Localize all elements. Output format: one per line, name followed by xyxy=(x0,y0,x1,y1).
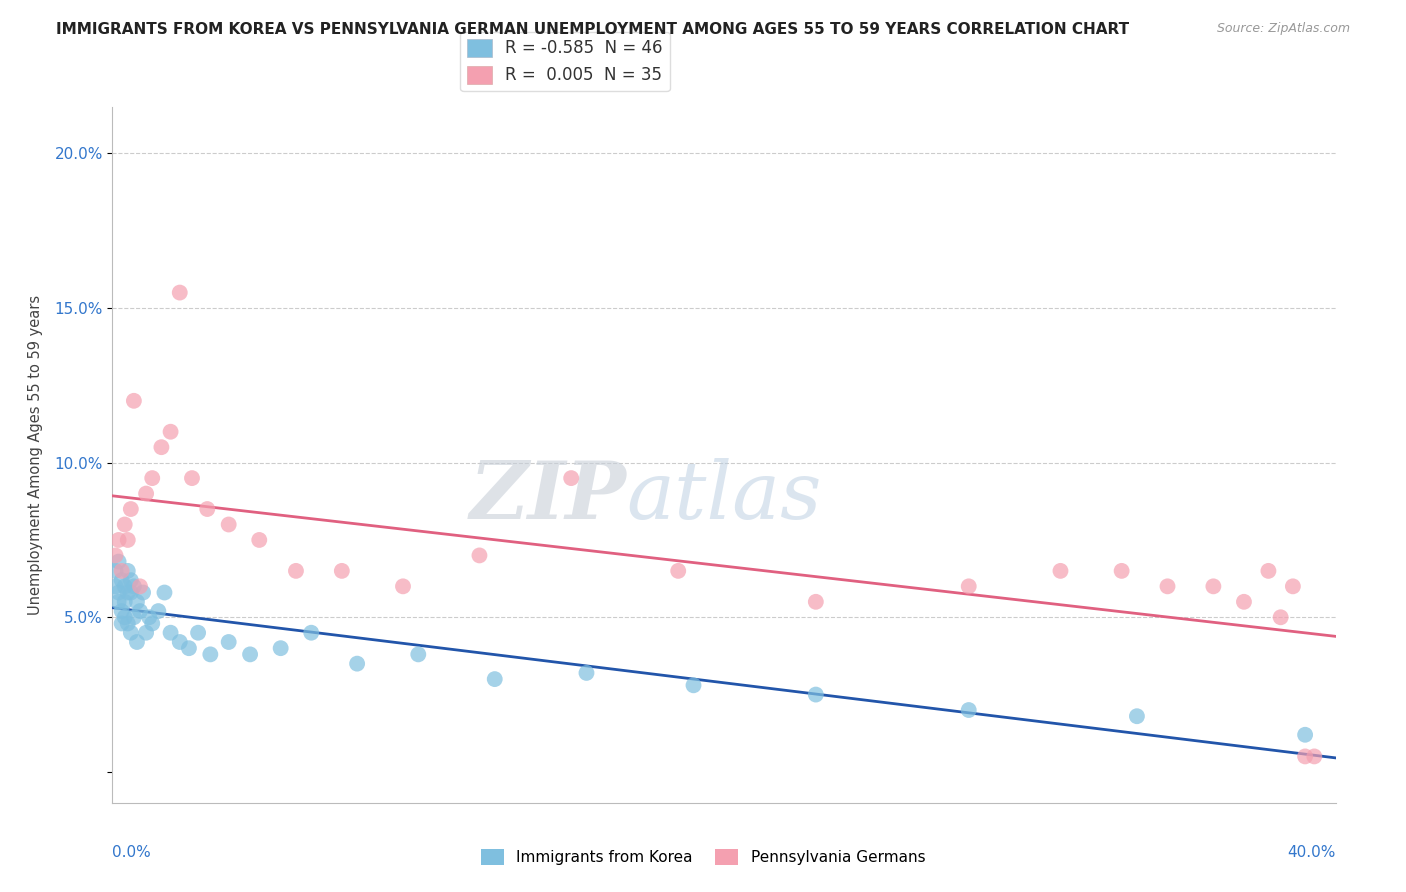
Point xyxy=(804,595,827,609)
Point xyxy=(122,393,145,408)
Point xyxy=(107,595,129,609)
Point xyxy=(111,564,134,578)
Point xyxy=(120,573,142,587)
Point xyxy=(129,604,152,618)
Text: IMMIGRANTS FROM KOREA VS PENNSYLVANIA GERMAN UNEMPLOYMENT AMONG AGES 55 TO 59 YE: IMMIGRANTS FROM KOREA VS PENNSYLVANIA GE… xyxy=(56,22,1129,37)
Point xyxy=(957,703,980,717)
Point xyxy=(135,486,157,500)
Text: atlas: atlas xyxy=(626,458,821,535)
Point xyxy=(153,585,176,599)
Point xyxy=(181,471,204,485)
Point xyxy=(804,688,827,702)
Point xyxy=(111,604,134,618)
Point xyxy=(218,635,240,649)
Point xyxy=(132,585,155,599)
Text: Source: ZipAtlas.com: Source: ZipAtlas.com xyxy=(1216,22,1350,36)
Point xyxy=(575,665,598,680)
Point xyxy=(1270,610,1292,624)
Point xyxy=(104,564,127,578)
Point xyxy=(1202,579,1225,593)
Text: 0.0%: 0.0% xyxy=(112,845,152,860)
Point xyxy=(169,635,191,649)
Point xyxy=(104,549,127,563)
Point xyxy=(177,641,200,656)
Point xyxy=(218,517,240,532)
Point xyxy=(200,648,222,662)
Point xyxy=(141,616,163,631)
Point xyxy=(1156,579,1178,593)
Point xyxy=(484,672,506,686)
Point xyxy=(560,471,582,485)
Text: 40.0%: 40.0% xyxy=(1288,845,1336,860)
Point xyxy=(187,625,209,640)
Point xyxy=(284,564,308,578)
Legend: R = -0.585  N = 46, R =  0.005  N = 35: R = -0.585 N = 46, R = 0.005 N = 35 xyxy=(461,32,669,91)
Point xyxy=(1294,749,1316,764)
Point xyxy=(117,616,139,631)
Point xyxy=(122,610,145,624)
Point xyxy=(159,425,181,439)
Point xyxy=(117,564,139,578)
Point xyxy=(111,616,134,631)
Point xyxy=(1282,579,1305,593)
Point xyxy=(117,533,139,547)
Point xyxy=(682,678,704,692)
Point xyxy=(114,517,136,532)
Point xyxy=(138,610,160,624)
Point xyxy=(122,579,145,593)
Point xyxy=(114,579,136,593)
Point xyxy=(135,625,157,640)
Point xyxy=(247,533,270,547)
Point xyxy=(111,573,134,587)
Point xyxy=(107,533,129,547)
Point xyxy=(666,564,689,578)
Point xyxy=(1233,595,1256,609)
Text: ZIP: ZIP xyxy=(470,458,626,535)
Point xyxy=(239,648,262,662)
Point xyxy=(125,635,148,649)
Point xyxy=(129,579,152,593)
Point xyxy=(114,610,136,624)
Point xyxy=(120,502,142,516)
Point xyxy=(346,657,368,671)
Point xyxy=(957,579,980,593)
Point xyxy=(330,564,353,578)
Point xyxy=(159,625,181,640)
Point xyxy=(169,285,191,300)
Point xyxy=(408,648,430,662)
Point xyxy=(120,625,142,640)
Point xyxy=(148,604,170,618)
Point xyxy=(1257,564,1279,578)
Point xyxy=(117,585,139,599)
Point xyxy=(468,549,491,563)
Point xyxy=(299,625,322,640)
Legend: Immigrants from Korea, Pennsylvania Germans: Immigrants from Korea, Pennsylvania Germ… xyxy=(475,843,931,871)
Point xyxy=(1303,749,1326,764)
Point xyxy=(1049,564,1071,578)
Point xyxy=(1294,728,1316,742)
Point xyxy=(270,641,292,656)
Point xyxy=(392,579,415,593)
Point xyxy=(195,502,218,516)
Point xyxy=(120,585,142,599)
Point xyxy=(104,579,127,593)
Point xyxy=(114,595,136,609)
Point xyxy=(107,585,129,599)
Point xyxy=(150,440,173,454)
Point xyxy=(125,595,148,609)
Point xyxy=(141,471,163,485)
Point xyxy=(107,555,129,569)
Point xyxy=(1111,564,1133,578)
Point xyxy=(1126,709,1149,723)
Y-axis label: Unemployment Among Ages 55 to 59 years: Unemployment Among Ages 55 to 59 years xyxy=(28,295,44,615)
